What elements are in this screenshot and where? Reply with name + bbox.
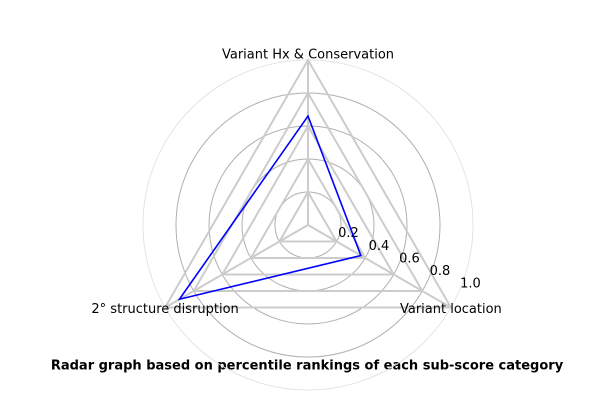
category-label: Variant Hx & Conservation — [222, 48, 394, 63]
r-tick-label: 0.6 — [399, 251, 420, 266]
grid-polygon — [191, 90, 425, 292]
r-tick-label: 1.0 — [460, 277, 481, 292]
grid-polygon — [277, 189, 339, 243]
category-label: Variant location — [400, 302, 502, 317]
r-tick-label: 0.8 — [430, 264, 451, 279]
r-tick-label: 0.2 — [338, 226, 359, 241]
category-label: 2° structure disruption — [91, 302, 238, 317]
chart-title: Radar graph based on percentile rankings… — [51, 359, 564, 374]
spoke — [164, 224, 309, 309]
grid-polygon — [249, 157, 367, 259]
r-tick-label: 0.4 — [369, 239, 390, 254]
grid-polygon — [163, 58, 453, 309]
grid-polygon — [220, 123, 396, 276]
radar-line — [177, 114, 362, 301]
spoke — [307, 224, 452, 309]
